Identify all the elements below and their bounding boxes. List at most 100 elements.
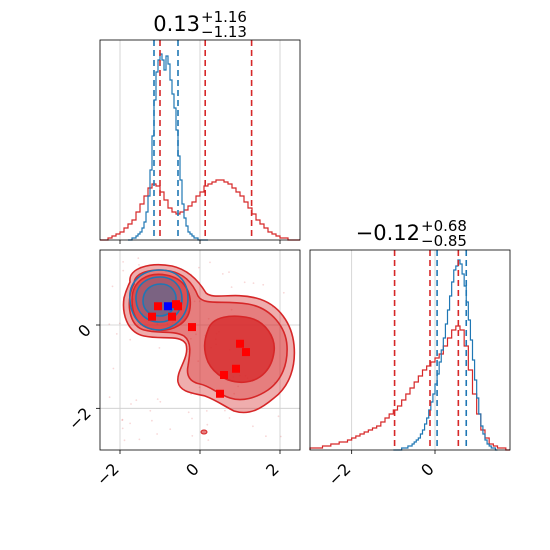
sample-dot [121,427,124,430]
blue-contour-inner [142,283,177,317]
sample-dot [151,419,153,422]
red-contour-island [200,429,208,435]
sample-dot [149,409,152,412]
sample-dot [158,347,161,349]
sample-dot [130,403,132,405]
sample-dot [198,300,201,303]
red-marker-1 [154,302,162,311]
sample-dot [252,425,254,428]
sample-dot [224,409,226,412]
blue-marker-0 [164,302,172,311]
red-marker-10 [216,389,224,398]
histogram-1-title-plus: +1.16 [201,8,247,26]
contour-panel: −2 0 2 −2 0 [65,249,301,490]
sample-dot [193,300,196,303]
histogram-2-title-plus: +0.68 [421,217,467,235]
sample-dot [111,285,114,288]
sample-dot [206,423,209,426]
sample-dot [123,439,126,442]
sample-dot [156,398,159,400]
sample-dot [121,418,124,421]
sample-dot [198,266,200,269]
red-marker-3 [168,312,176,321]
histogram-2-red-series [309,325,510,451]
sample-dot [138,264,140,266]
contour-markers [148,300,250,398]
sample-dot [159,400,162,403]
sample-dot [243,281,246,284]
sample-dot [207,317,210,320]
red-marker-5 [174,302,182,311]
sample-dot [282,291,285,294]
sample-dot [118,322,121,325]
sample-dot [207,439,210,441]
red-marker-9 [220,371,228,379]
histogram-2-title-value: −0.12 [356,221,420,245]
sample-dot [121,419,124,421]
red-marker-4 [188,323,196,332]
red-marker-7 [242,348,250,357]
red-marker-0 [148,312,156,321]
histogram-2-ticks: −2 0 [324,450,438,490]
sample-dot [197,360,200,363]
histogram-1-title-value: 0.13 [153,12,200,36]
sample-dot [233,392,236,395]
sample-dot [108,323,111,326]
sample-dot [112,367,115,370]
sample-dot [122,261,124,263]
histogram-2-gridlines [351,250,436,450]
red-marker-6 [236,339,244,348]
sample-dot [137,257,140,260]
histogram-panel-param-2: −2 0 −0.12 +0.68 −0.85 [309,217,511,490]
x-tick-label-2: 2 [262,459,283,480]
histogram-1-gridlines [119,40,281,240]
sample-dot [138,438,141,441]
sample-dot [252,282,255,284]
sample-dot [230,286,233,288]
sample-dot [262,283,265,286]
histogram-2-blue-series [393,259,498,451]
sample-dot [129,338,132,341]
red-marker-8 [232,364,240,373]
sample-dot [156,433,159,435]
histogram-2-title-minus: −0.85 [421,232,467,250]
x-tick-label-0: −2 [324,459,354,489]
histogram-1-red-series [100,179,300,241]
sample-dot [122,269,125,272]
sample-dot [277,415,280,418]
y-tick-label-1: 0 [74,320,95,341]
x-tick-label-1: 0 [417,459,438,480]
sample-dot [195,333,197,336]
blue-contour-outer [129,269,189,331]
histogram-1-quantile-lines [153,40,253,240]
histogram-1-blue-series [128,53,208,241]
sample-dot [191,435,194,437]
sample-dot [265,435,267,438]
sample-dot [129,422,132,425]
sample-dot [191,417,193,420]
sample-dot [237,385,240,388]
sample-dot [135,399,138,402]
y-tick-label-0: −2 [65,404,95,434]
sample-dot [187,411,190,414]
histogram-2-quantile-lines [393,250,468,450]
histogram-1-ticks [119,240,281,244]
sample-dot [108,396,111,399]
sample-dot [198,386,201,389]
sample-dot [228,271,230,273]
sample-dot [230,308,233,311]
red-contour-inner-right [203,315,275,384]
sample-dot [209,261,211,264]
sample-dot [221,273,224,275]
histogram-1-title-minus: −1.13 [201,23,247,41]
sample-dot [190,337,192,340]
sample-dot [228,417,231,419]
sample-dot [205,410,208,412]
x-tick-label-0: −2 [93,459,123,489]
sample-dot [279,435,282,438]
x-tick-label-1: 0 [182,459,203,480]
sample-dot [115,333,118,335]
histogram-2-frame [309,249,511,451]
sample-dot [169,428,172,431]
